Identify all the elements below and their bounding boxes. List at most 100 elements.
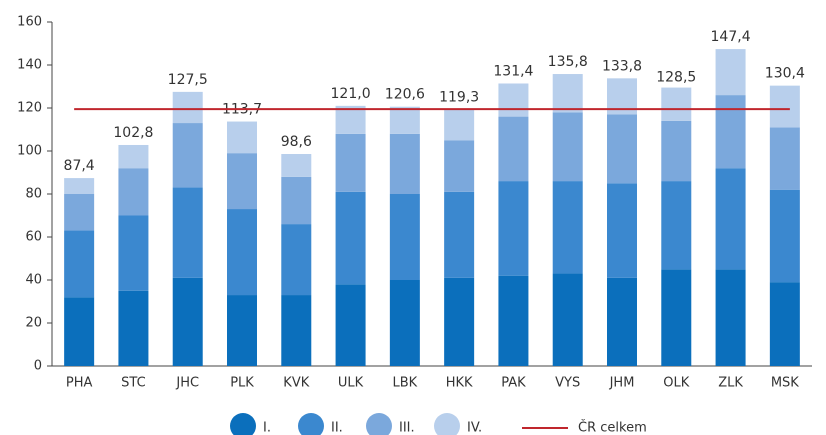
x-tick-label: OLK [663,376,689,391]
bar-segment [715,95,746,169]
bar-segment [444,109,475,141]
bar-segment [335,105,366,134]
bar-segment [661,87,692,121]
y-tick-label: 120 [17,101,42,116]
bar-segment [389,280,420,366]
bar-segment [661,120,692,182]
bar-segment [118,144,149,169]
bar-segment [444,277,475,366]
x-tick-label: JHM [609,376,635,391]
total-label: 121,0 [331,86,371,102]
bar-segment [661,269,692,366]
total-label: 87,4 [64,158,95,174]
bar-segment [64,297,95,366]
legend-swatch [434,413,460,435]
bar-segment [444,140,475,192]
bar-segment [172,123,203,188]
y-tick-label: 0 [34,359,42,374]
bar-segment [607,183,637,278]
bar-segment [64,194,95,231]
bar-segment [227,295,257,366]
bar-segment [335,191,366,285]
legend-label: ČR celkem [578,420,647,435]
bar-segment [64,178,95,194]
x-tick-label: PLK [230,376,254,391]
bar-segment [769,189,800,283]
bar-segment [552,74,583,113]
total-label: 133,8 [602,58,642,74]
legend-label: I. [263,421,271,435]
bar-segment [498,116,529,182]
bar-segment [498,275,529,366]
bar-segment [64,230,95,298]
bar-segment [498,181,529,276]
bar-segment [227,153,257,210]
x-tick-label: JHC [175,376,199,391]
legend-swatch [230,413,256,435]
bar-segment [172,187,203,278]
y-tick-label: 160 [17,15,42,30]
y-tick-label: 40 [25,273,42,288]
bar-segment [607,277,637,366]
total-label: 98,6 [281,134,312,150]
bar-segment [118,215,149,291]
x-tick-label: PAK [501,376,526,391]
bar-segment [172,91,203,124]
bar-segment [118,168,149,216]
total-label: 131,4 [493,63,533,79]
x-tick-label: LBK [393,376,418,391]
y-tick-label: 80 [25,187,42,202]
bar-segment [389,133,420,194]
bar-segment [227,209,257,296]
legend-label: II. [331,421,343,435]
bar-segment [281,154,312,177]
legend-swatch [298,413,324,435]
bar-segment [227,121,257,154]
bar-segment [118,290,149,366]
bar-segment [281,224,312,296]
x-tick-label: STC [121,376,146,391]
x-tick-label: KVK [283,376,309,391]
bar-segment [172,277,203,366]
x-tick-label: PHA [66,376,93,391]
bar-segment [715,168,746,270]
bar-segment [607,114,637,184]
bar-segment [389,106,420,134]
total-label: 119,3 [439,90,479,106]
x-tick-label: ZLK [718,376,743,391]
total-label: 130,4 [765,66,805,82]
x-tick-label: HKK [446,376,473,391]
total-label: 147,4 [711,29,751,45]
bar-segment [498,83,529,117]
x-tick-label: MSK [771,376,799,391]
bar-segment [552,112,583,182]
y-tick-label: 20 [25,316,42,331]
legend-label: III. [399,421,415,435]
y-tick-label: 100 [17,144,42,159]
x-tick-label: ULK [338,376,364,391]
y-tick-label: 60 [25,230,42,245]
total-label: 102,8 [113,125,153,141]
bar-segment [661,181,692,270]
total-label: 135,8 [548,54,588,70]
bar-segment [769,127,800,190]
bar-segment [769,85,800,128]
bar-segment [444,191,475,278]
total-label: 127,5 [168,72,208,88]
bar-segment [715,49,746,96]
bar-segment [281,176,312,225]
bar-segment [769,282,800,366]
bar-segment [281,295,312,366]
x-tick-label: VYS [555,376,580,391]
total-label: 128,5 [656,70,696,86]
bar-segment [335,284,366,366]
bar-segment [335,133,366,192]
legend-swatch [366,413,392,435]
bar-segment [552,181,583,274]
bar-segment [715,269,746,366]
bar-segment [389,194,420,280]
total-label: 120,6 [385,87,425,103]
legend-label: IV. [467,421,482,435]
bar-segment [552,273,583,366]
